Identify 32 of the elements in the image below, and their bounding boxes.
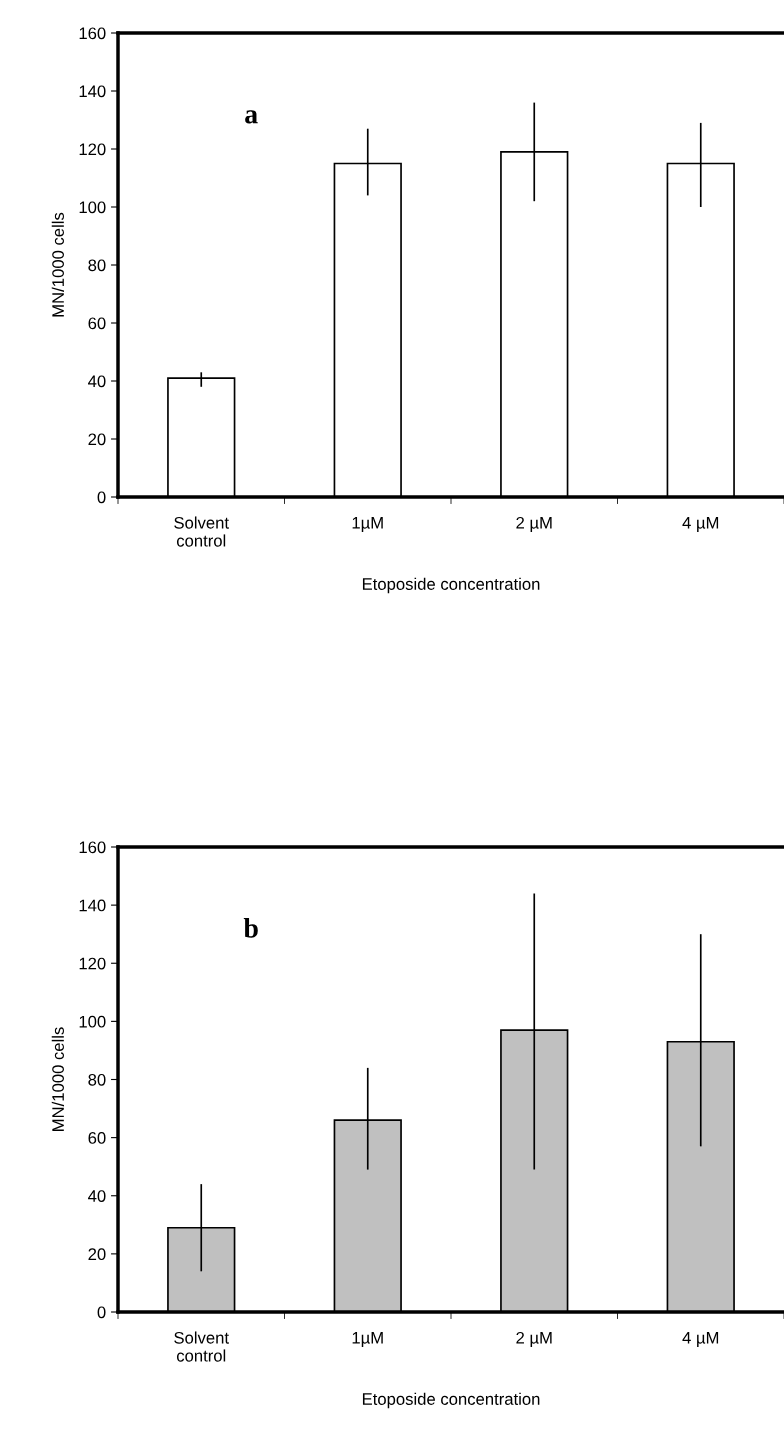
x-tick-label: 4 µM [682,517,719,532]
x-tick-label: Solvent control [174,516,229,547]
x-tick-label: 1µM [352,517,383,532]
x-tick-label: 2 µM [516,1331,552,1347]
y-tick-label: 160 [79,27,106,40]
x-axis-title: Etoposide concentration [362,1392,540,1409]
y-tick-label: 20 [88,433,106,446]
y-tick-label: 0 [97,491,106,504]
y-tick-label: 0 [97,1306,106,1319]
y-tick-label: 80 [88,259,106,272]
x-tick-label: 4 µM [682,1332,719,1347]
y-tick-label: 140 [79,899,106,912]
y-tick-label: 120 [79,957,106,970]
y-tick-label: 100 [79,201,106,214]
annotation: a [245,110,258,124]
y-tick-label: 80 [88,1073,106,1086]
x-tick-label: 2 µM [516,516,552,532]
y-axis-title: MN/1000 cells [51,1027,64,1131]
y-tick-label: 40 [88,1190,106,1202]
y-tick-label: 60 [88,317,106,330]
y-tick-label: 160 [79,841,106,854]
annotation: b [243,918,258,938]
y-axis-title: MN/1000 cells [51,212,64,317]
x-tick-label: Solvent control [174,1331,229,1362]
y-tick-label: 120 [79,143,106,156]
x-tick-label: 1µM [352,1332,383,1347]
y-tick-label: 40 [88,375,106,388]
y-tick-label: 140 [79,85,106,98]
x-axis-title: Etoposide concentration [362,577,540,594]
y-tick-label: 20 [88,1248,106,1261]
y-tick-label: 100 [79,1015,106,1028]
y-tick-label: 60 [88,1132,106,1144]
